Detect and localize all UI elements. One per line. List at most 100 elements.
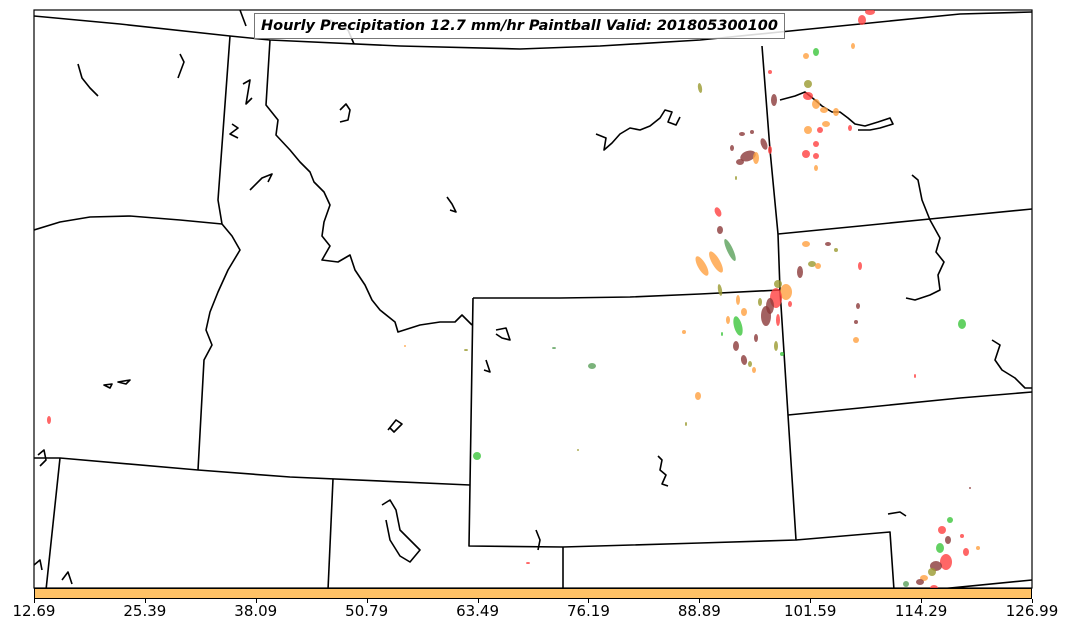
colorbar-tick-label: 76.19 (566, 602, 610, 620)
precip-paintball (936, 543, 944, 553)
precip-paintball (721, 332, 723, 336)
precip-paintball (752, 367, 756, 373)
precip-paintball (464, 349, 468, 351)
precip-paintball (851, 43, 855, 49)
precip-paintball (768, 146, 772, 154)
colorbar-tick-label: 12.69 (12, 602, 56, 620)
river-south-east (991, 339, 1032, 389)
precip-paintball (802, 150, 810, 158)
precip-paintball (780, 352, 784, 356)
lake-nv-3 (61, 571, 73, 585)
map-title: Hourly Precipitation 12.7 mm/hr Paintbal… (254, 13, 785, 39)
colorbar-tick-label: 126.99 (1005, 602, 1059, 620)
precipitation-paintball-layer (47, 10, 980, 588)
precip-paintball (740, 355, 748, 365)
precip-paintball (945, 536, 951, 544)
precip-paintball (685, 422, 687, 426)
river-idaho-north (177, 53, 185, 79)
lake-nv-1 (103, 379, 131, 389)
precip-paintball (814, 165, 818, 171)
precip-paintball (958, 319, 966, 329)
precip-paintball (760, 138, 768, 150)
colorbar-tick (477, 599, 479, 603)
utah-nevada-border (327, 478, 334, 588)
precip-paintball (758, 298, 762, 306)
precip-paintball (695, 392, 701, 400)
precip-paintball (748, 361, 752, 367)
nebraska-south-border (795, 531, 895, 588)
precip-paintball (774, 341, 778, 351)
precip-paintball (833, 108, 839, 116)
precip-paintball (804, 126, 812, 134)
precip-paintball (797, 266, 803, 278)
lake-ut-1 (387, 419, 403, 433)
precip-paintball (526, 562, 530, 564)
missouri-river (905, 174, 945, 301)
precip-paintball (808, 261, 816, 267)
colorbar-tick-label: 101.59 (783, 602, 837, 620)
precip-paintball (754, 334, 758, 342)
precip-paintball (940, 554, 952, 570)
precip-paintball (588, 363, 596, 369)
precip-paintball (717, 226, 723, 234)
precip-paintball (848, 125, 852, 131)
precip-paintball (730, 145, 734, 151)
precip-paintball (726, 316, 730, 324)
precip-paintball (733, 341, 739, 351)
kansas-border (942, 579, 1032, 588)
precip-paintball (741, 308, 747, 316)
colorbar-tick (366, 599, 368, 603)
precip-paintball (963, 548, 969, 556)
lake-mt-3 (446, 196, 457, 213)
colorbar-tick-label: 88.89 (677, 602, 721, 620)
colorbar (34, 588, 1032, 599)
precip-paintball (817, 127, 823, 133)
sd-ne-border (787, 391, 1032, 416)
wyoming-border (468, 289, 797, 548)
lake-mt-2 (339, 103, 351, 123)
river-north-montana (77, 63, 99, 97)
colorbar-tick-label: 63.49 (456, 602, 500, 620)
precip-paintball (825, 242, 831, 246)
dakotas-west-border (761, 45, 781, 291)
precip-paintball (856, 303, 860, 309)
lake-canada-1 (239, 10, 247, 27)
precip-paintball (753, 152, 759, 164)
precip-paintball (736, 159, 744, 165)
colorbar-tick-label: 38.09 (234, 602, 278, 620)
colorbar-tick (255, 599, 257, 603)
precip-paintball (735, 176, 737, 180)
precip-paintball (750, 130, 754, 134)
precip-paintball (813, 48, 819, 56)
lake-nv-4 (34, 559, 43, 571)
precip-paintball (714, 207, 722, 217)
precip-paintball (802, 241, 810, 247)
precip-paintball (928, 568, 936, 576)
precip-paintball (930, 585, 938, 588)
precip-paintball (404, 345, 406, 347)
colorbar-tick-label: 114.29 (894, 602, 948, 620)
colorbar-tick (144, 599, 146, 603)
lake-wy-2 (483, 359, 491, 373)
precip-paintball (47, 416, 51, 424)
precip-paintball (552, 347, 556, 349)
precip-paintball (813, 153, 819, 159)
precip-paintball (969, 487, 971, 489)
precip-paintball (976, 546, 980, 550)
colorbar-tick (588, 599, 590, 603)
precip-paintball (858, 15, 866, 25)
colorbar-tick (1032, 599, 1033, 603)
canada-border (34, 11, 1032, 50)
precip-paintball (858, 262, 862, 270)
precip-paintball (938, 526, 946, 534)
precip-paintball (960, 534, 964, 538)
colorbar-tick-label: 50.79 (345, 602, 389, 620)
precip-paintball (853, 337, 859, 343)
lake-co-2 (535, 529, 541, 551)
colorbar-tick-label: 25.39 (123, 602, 167, 620)
map-frame (33, 9, 1033, 589)
precip-paintball (736, 295, 740, 305)
precip-paintball (834, 248, 838, 252)
precip-paintball (761, 306, 771, 326)
